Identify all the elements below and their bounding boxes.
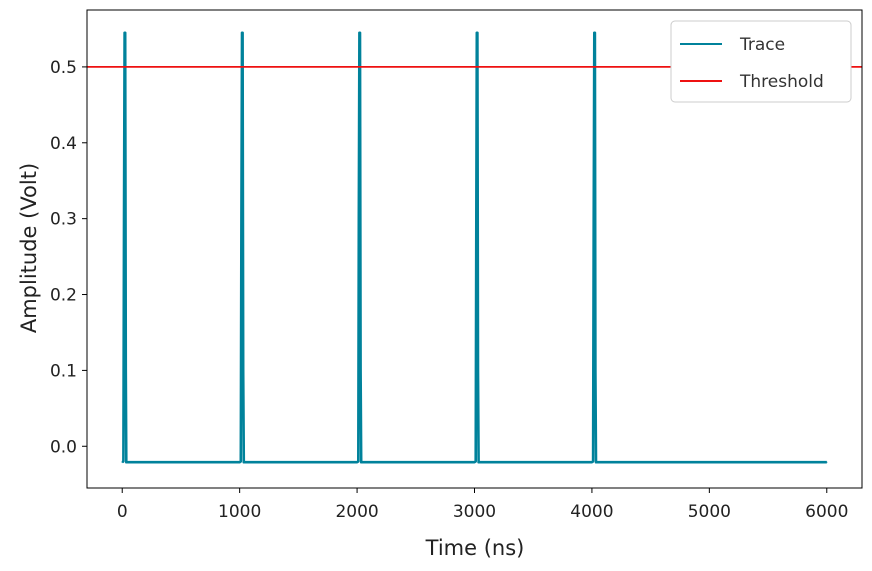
trace-point <box>826 461 828 463</box>
y-tick-label: 0.2 <box>50 286 77 306</box>
trace-point <box>359 32 361 34</box>
trace-point <box>123 218 125 220</box>
y-axis: 0.0 0.1 0.2 0.3 0.4 0.5 <box>50 58 87 457</box>
trace-point <box>473 461 476 463</box>
trace-point <box>475 460 477 462</box>
x-tick-label: 2000 <box>335 502 378 522</box>
trace-point <box>121 461 123 463</box>
trace-point <box>240 218 242 220</box>
trace-point <box>532 461 534 463</box>
x-tick-label: 1000 <box>218 502 261 522</box>
x-tick-label: 5000 <box>688 502 731 522</box>
trace-point <box>124 32 126 34</box>
trace-point <box>125 461 127 463</box>
legend-threshold-label: Threshold <box>739 72 824 92</box>
trace-point <box>360 461 362 463</box>
trace-point <box>125 369 127 371</box>
y-tick-label: 0.4 <box>50 134 77 154</box>
x-tick-label: 6000 <box>805 502 848 522</box>
x-axis: 0 1000 2000 3000 4000 5000 6000 <box>117 488 848 522</box>
plot-frame <box>86 9 863 489</box>
trace-point <box>476 32 478 34</box>
trace-point <box>297 461 299 463</box>
legend-trace-label: Trace <box>739 35 785 55</box>
trace-point <box>243 461 245 463</box>
trace-point <box>356 461 358 463</box>
legend: Trace Threshold <box>670 20 852 103</box>
y-tick-label: 0.0 <box>50 437 77 457</box>
trace-point <box>595 461 597 463</box>
trace-point <box>360 369 362 371</box>
x-tick-label: 0 <box>117 502 128 522</box>
y-tick-label: 0.1 <box>50 361 77 381</box>
x-tick-label: 4000 <box>570 502 613 522</box>
y-axis-label: Amplitude (Volt) <box>17 163 41 333</box>
x-axis-label: Time (ns) <box>425 536 525 560</box>
trace-point <box>650 461 652 463</box>
trace-point <box>240 460 242 462</box>
trace-point <box>591 461 593 463</box>
trace-point <box>122 460 124 462</box>
trace-point <box>592 460 594 462</box>
trace-point <box>242 32 244 34</box>
trace-point <box>594 32 596 34</box>
trace-point <box>357 460 359 462</box>
trace-point <box>180 461 182 463</box>
trace-point <box>477 369 479 371</box>
trace-point <box>358 218 360 220</box>
x-tick-label: 3000 <box>453 502 496 522</box>
trace-point <box>767 461 769 463</box>
trace-point <box>239 461 241 463</box>
trace-point <box>478 461 480 463</box>
trace-point <box>475 218 477 220</box>
trace-point <box>593 218 595 220</box>
trace-point <box>594 369 597 371</box>
trace-point <box>415 461 417 463</box>
trace-point <box>708 461 710 463</box>
y-tick-label: 0.3 <box>50 210 77 230</box>
y-tick-label: 0.5 <box>50 58 77 78</box>
trace-point <box>242 369 244 371</box>
